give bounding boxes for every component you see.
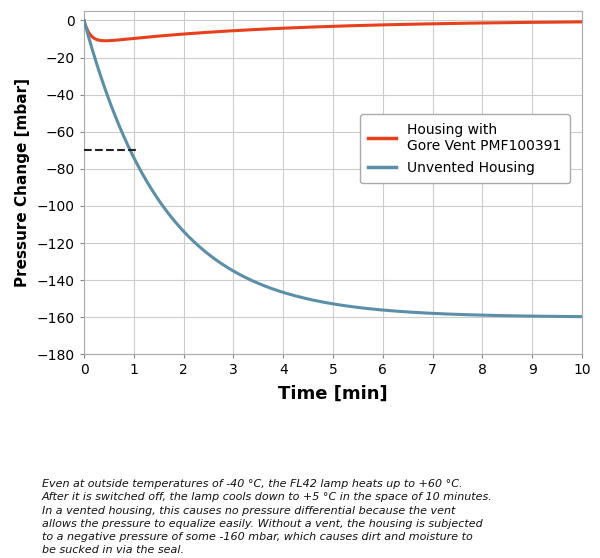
X-axis label: Time [min]: Time [min]: [278, 384, 388, 402]
Text: Even at outside temperatures of -40 °C, the FL42 lamp heats up to +60 °C.
After : Even at outside temperatures of -40 °C, …: [42, 479, 493, 555]
Y-axis label: Pressure Change [mbar]: Pressure Change [mbar]: [15, 78, 30, 287]
Legend: Housing with
Gore Vent PMF100391, Unvented Housing: Housing with Gore Vent PMF100391, Unvent…: [360, 114, 570, 184]
